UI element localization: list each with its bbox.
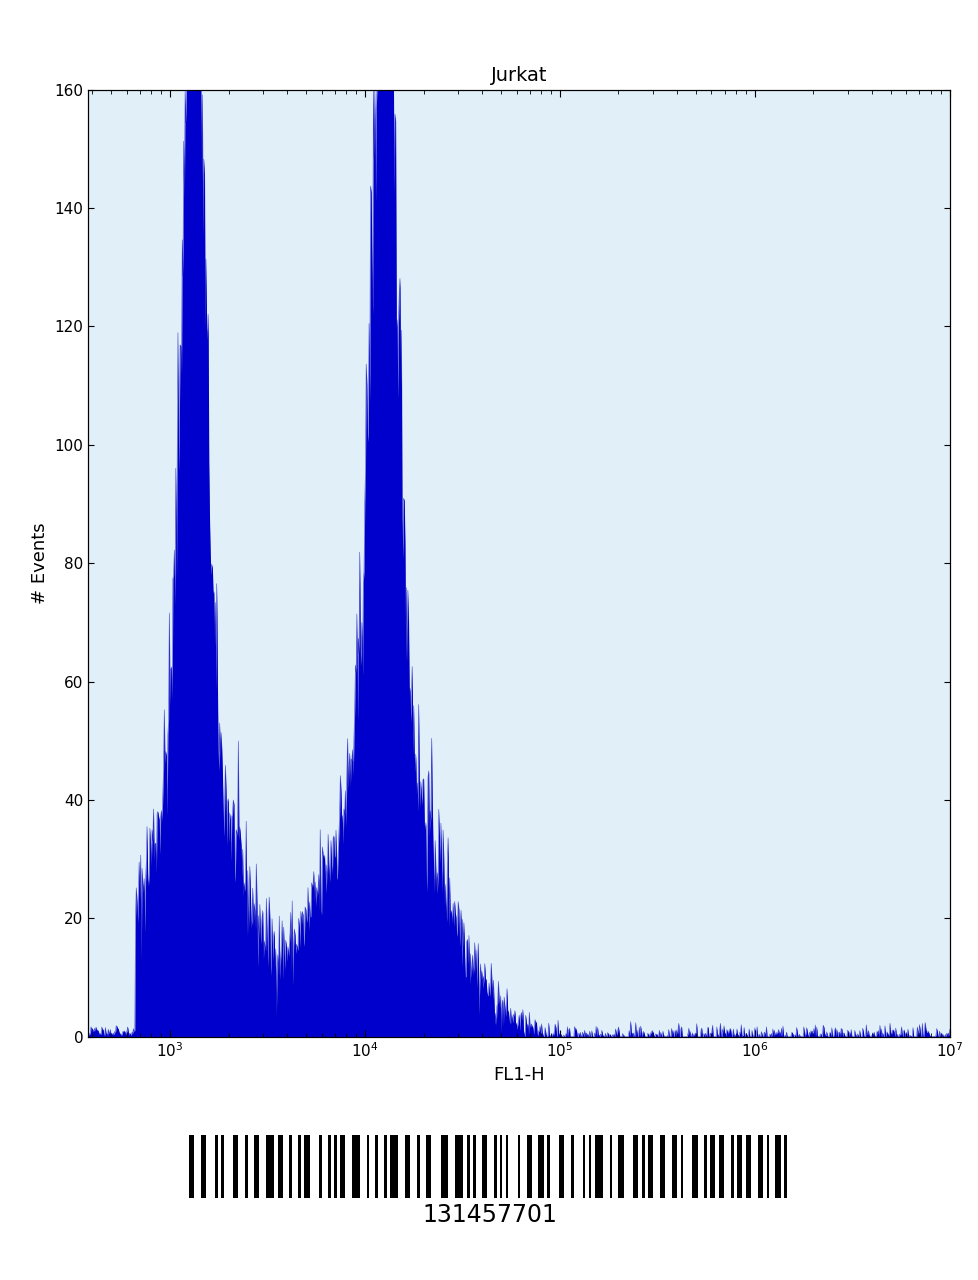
Bar [221, 1135, 224, 1198]
Bar [691, 1135, 697, 1198]
Bar [233, 1135, 239, 1198]
Bar [253, 1135, 259, 1198]
Bar [455, 1135, 463, 1198]
Bar [642, 1135, 645, 1198]
Bar [719, 1135, 724, 1198]
Bar [319, 1135, 322, 1198]
Bar [736, 1135, 741, 1198]
Bar [405, 1135, 410, 1198]
Bar [588, 1135, 591, 1198]
Bar [289, 1135, 291, 1198]
Bar [481, 1135, 487, 1198]
Bar [517, 1135, 519, 1198]
Bar [351, 1135, 359, 1198]
Bar [609, 1135, 611, 1198]
Bar [298, 1135, 300, 1198]
Bar [671, 1135, 676, 1198]
Bar [304, 1135, 309, 1198]
Bar [547, 1135, 550, 1198]
Bar [633, 1135, 638, 1198]
Bar [200, 1135, 205, 1198]
Bar [366, 1135, 369, 1198]
Bar [506, 1135, 508, 1198]
Text: 131457701: 131457701 [422, 1203, 556, 1226]
Bar [757, 1135, 762, 1198]
Bar [618, 1135, 623, 1198]
Bar [582, 1135, 585, 1198]
Bar [189, 1135, 194, 1198]
Y-axis label: # Events: # Events [30, 522, 49, 604]
X-axis label: FL1-H: FL1-H [493, 1066, 544, 1084]
Bar [647, 1135, 652, 1198]
Bar [783, 1135, 786, 1198]
Bar [467, 1135, 469, 1198]
Bar [278, 1135, 283, 1198]
Bar [339, 1135, 344, 1198]
Bar [425, 1135, 430, 1198]
Bar [766, 1135, 769, 1198]
Bar [440, 1135, 448, 1198]
Bar [375, 1135, 378, 1198]
Bar [328, 1135, 331, 1198]
Bar [390, 1135, 398, 1198]
Bar [538, 1135, 543, 1198]
Bar [570, 1135, 573, 1198]
Bar [659, 1135, 664, 1198]
Bar [745, 1135, 750, 1198]
Bar [594, 1135, 601, 1198]
Bar [500, 1135, 502, 1198]
Bar [244, 1135, 247, 1198]
Bar [333, 1135, 336, 1198]
Bar [731, 1135, 733, 1198]
Bar [775, 1135, 779, 1198]
Bar [384, 1135, 386, 1198]
Bar [558, 1135, 563, 1198]
Bar [417, 1135, 420, 1198]
Bar [680, 1135, 683, 1198]
Bar [265, 1135, 273, 1198]
Bar [703, 1135, 706, 1198]
Bar [472, 1135, 475, 1198]
Bar [494, 1135, 496, 1198]
Bar [526, 1135, 531, 1198]
Bar [215, 1135, 218, 1198]
Title: Jurkat: Jurkat [490, 67, 547, 86]
Bar [709, 1135, 715, 1198]
